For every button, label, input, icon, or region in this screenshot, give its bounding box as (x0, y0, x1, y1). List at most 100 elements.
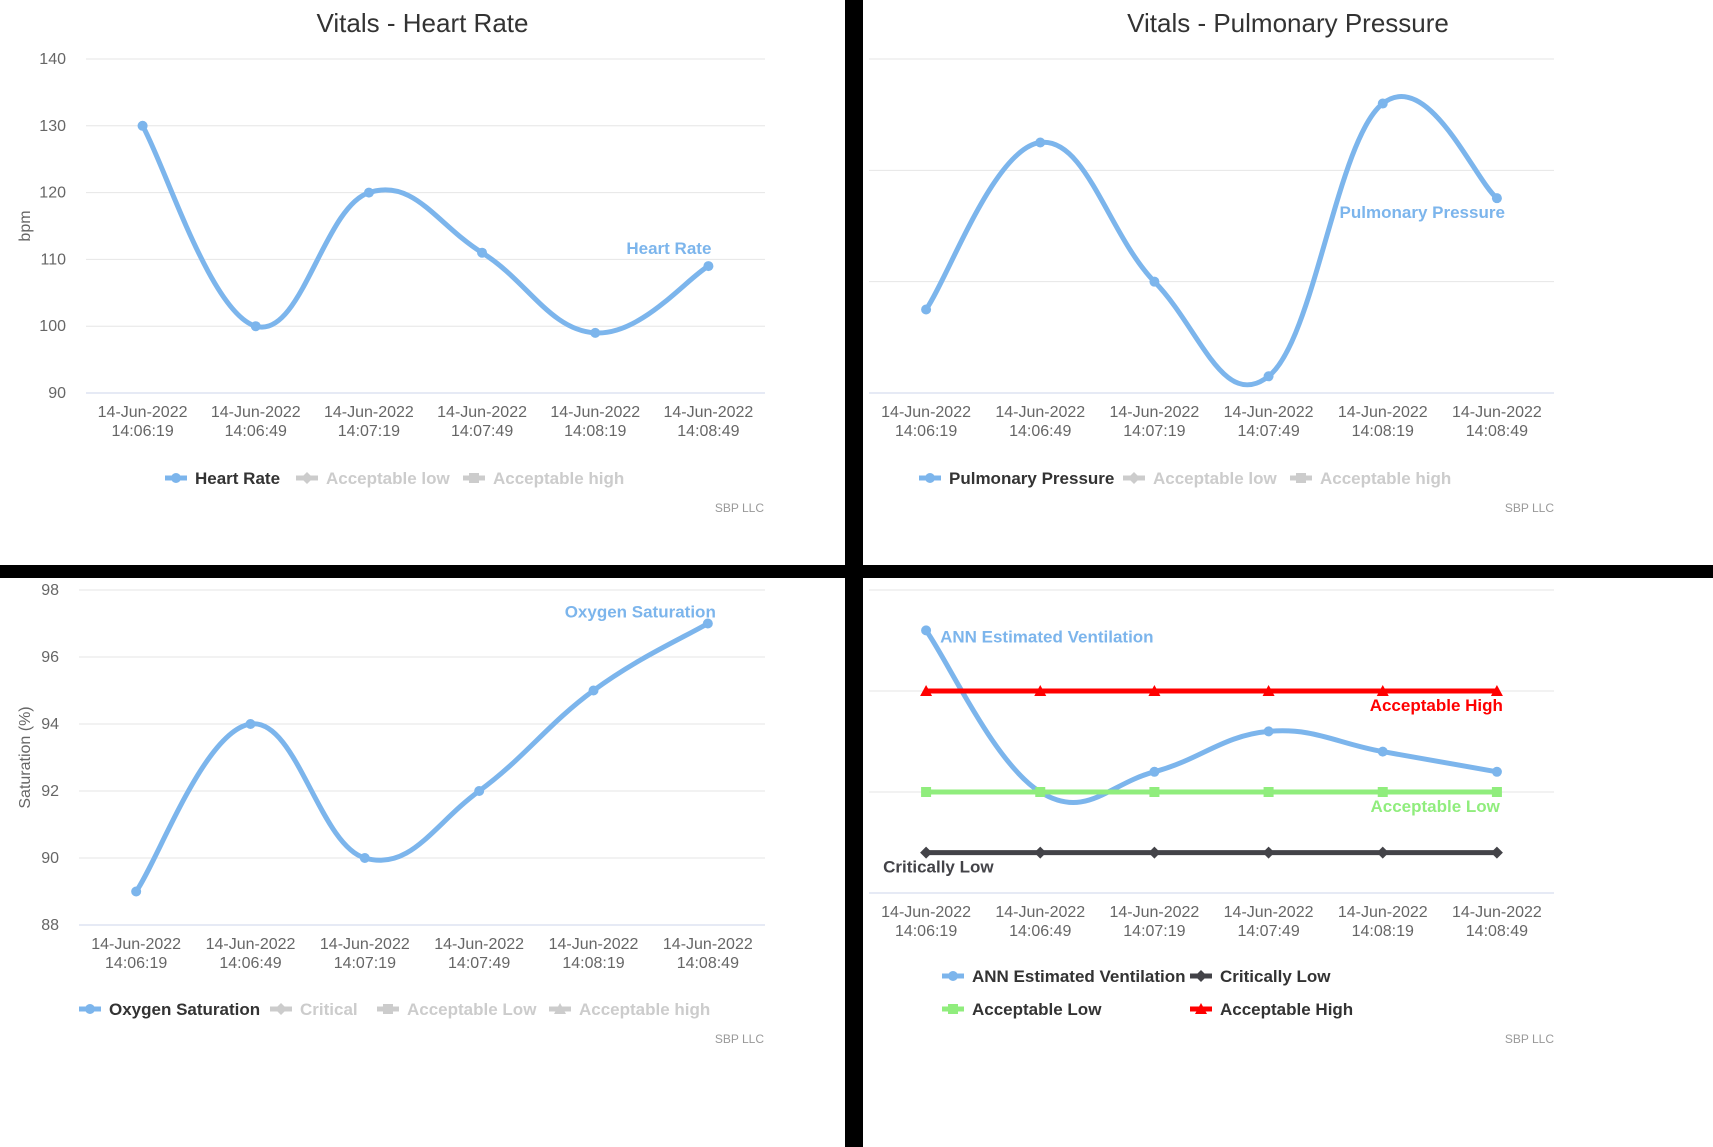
series-label: ANN Estimated Ventilation (940, 627, 1153, 646)
x-tick-label: 14-Jun-2022 14:08:19 (550, 404, 640, 440)
x-tick-label: 14-Jun-2022 14:08:19 (549, 936, 639, 972)
series-label: Critically Low (883, 858, 994, 877)
series-pulmonary-pressure (921, 94, 1502, 388)
data-point (920, 846, 933, 859)
data-point (245, 719, 256, 729)
data-point (1263, 726, 1274, 737)
legend-item-acceptable-high[interactable]: Acceptable High (1190, 1000, 1353, 1019)
legend-item-ann-estimated-ventilation[interactable]: ANN Estimated Ventilation (942, 967, 1185, 986)
data-point (1491, 766, 1502, 777)
legend-symbol-marker (275, 1003, 287, 1015)
data-point (1263, 371, 1274, 382)
series-label: Acceptable High (1370, 696, 1503, 715)
series-line (923, 94, 1500, 388)
legend-symbol-marker (1128, 472, 1140, 484)
legend-symbol-marker (1195, 1003, 1207, 1014)
legend-item-acceptable-high[interactable]: Acceptable high (463, 469, 624, 488)
data-point (359, 853, 370, 863)
x-tick-label: 14-Jun-2022 14:07:19 (1109, 904, 1199, 940)
data-point (590, 327, 601, 338)
y-tick-label: 140 (39, 51, 66, 68)
data-point (1149, 787, 1160, 797)
legend-item-acceptable-low[interactable]: Acceptable low (296, 469, 451, 488)
y-tick-label: 92 (41, 783, 59, 800)
data-point (1149, 766, 1160, 777)
heart-rate-chart-panel: Vitals - Heart Rate 90 100 110 120 130 140 bpm 1… (0, 0, 845, 565)
series-line (133, 621, 711, 894)
x-tick-label: 14-Jun-2022 14:07:49 (1224, 404, 1314, 440)
x-tick-label: 14-Jun-2022 14:08:49 (663, 936, 753, 972)
data-point (1148, 846, 1161, 859)
legend-label: Heart Rate (195, 469, 280, 488)
legend-label: Acceptable Low (972, 1000, 1102, 1019)
data-point (1376, 846, 1389, 859)
legend-item-heart-rate[interactable]: Heart Rate (165, 469, 280, 488)
legend-label: Oxygen Saturation (109, 1000, 260, 1019)
data-point (1034, 846, 1047, 859)
legend-item-acceptable-low[interactable]: Acceptable Low (377, 1000, 537, 1019)
data-point (1035, 137, 1046, 148)
legend-label: Acceptable low (1153, 469, 1278, 488)
credits-label[interactable]: SBP LLC (715, 501, 764, 515)
data-point (250, 321, 261, 332)
legend-item-critical[interactable]: Critical (270, 1000, 358, 1019)
data-point (474, 786, 485, 796)
data-point (588, 685, 599, 696)
legend-item-acceptable-high[interactable]: Acceptable high (549, 1000, 710, 1019)
data-point (1377, 98, 1388, 109)
x-tick-label: 14-Jun-2022 14:06:49 (995, 904, 1085, 940)
legend-item-pulmonary-pressure[interactable]: Pulmonary Pressure (919, 469, 1114, 488)
x-tick-label: 14-Jun-2022 14:06:19 (881, 404, 971, 440)
chart-title: Vitals - Heart Rate (317, 8, 529, 38)
data-point (921, 304, 932, 315)
x-tick-label: 14-Jun-2022 14:06:19 (91, 936, 181, 972)
legend-item-oxygen-saturation[interactable]: Oxygen Saturation (79, 1000, 260, 1019)
y-tick-label: 96 (41, 649, 59, 666)
series-label: Oxygen Saturation (565, 603, 716, 622)
data-point (1376, 685, 1389, 696)
x-tick-label: 14-Jun-2022 14:07:49 (437, 404, 527, 440)
legend-item-acceptable-low[interactable]: Acceptable Low (942, 1000, 1102, 1019)
credits-label[interactable]: SBP LLC (715, 1032, 764, 1046)
data-point (1149, 276, 1160, 287)
x-tick-label: 14-Jun-2022 14:06:49 (206, 936, 296, 972)
data-point (477, 247, 488, 258)
credits-label[interactable]: SBP LLC (1505, 501, 1554, 515)
x-tick-label: 14-Jun-2022 14:07:19 (320, 936, 410, 972)
data-point (1377, 746, 1388, 757)
x-tick-label: 14-Jun-2022 14:06:19 (881, 904, 971, 940)
legend-symbol-marker (85, 1004, 95, 1014)
legend-item-acceptable-low[interactable]: Acceptable low (1123, 469, 1278, 488)
legend-label: Acceptable Low (407, 1000, 537, 1019)
x-tick-label: 14-Jun-2022 14:08:49 (1452, 404, 1542, 440)
data-point (1377, 787, 1388, 797)
y-axis-title: bpm (17, 210, 34, 241)
legend-item-acceptable-high[interactable]: Acceptable high (1290, 469, 1451, 488)
series-oxygen-saturation (131, 618, 713, 897)
chart-title: Vitals - Pulmonary Pressure (1127, 8, 1449, 38)
series-label: Pulmonary Pressure (1340, 203, 1505, 222)
x-tick-label: 14-Jun-2022 14:08:49 (1452, 904, 1542, 940)
data-point (1035, 787, 1046, 797)
y-tick-label: 100 (39, 318, 66, 335)
data-point (1262, 685, 1275, 696)
data-point (703, 261, 714, 272)
data-point (921, 787, 932, 797)
y-tick-label: 98 (41, 582, 59, 599)
data-point (1490, 846, 1503, 859)
x-tick-label: 14-Jun-2022 14:06:49 (211, 404, 301, 440)
data-point (131, 886, 142, 897)
legend-symbol-marker (469, 473, 479, 483)
legend-symbol-marker (171, 473, 181, 483)
legend-item-critically-low[interactable]: Critically Low (1190, 967, 1331, 986)
y-tick-label: 94 (41, 716, 59, 733)
legend-label: Acceptable high (1320, 469, 1451, 488)
legend-label: ANN Estimated Ventilation (972, 967, 1185, 986)
y-tick-label: 110 (40, 251, 66, 268)
credits-label[interactable]: SBP LLC (1505, 1032, 1554, 1046)
legend-label: Acceptable low (326, 469, 451, 488)
legend-label: Acceptable High (1220, 1000, 1353, 1019)
data-point (1034, 685, 1047, 696)
y-tick-label: 88 (41, 917, 59, 934)
legend-symbol-marker (554, 1003, 566, 1014)
